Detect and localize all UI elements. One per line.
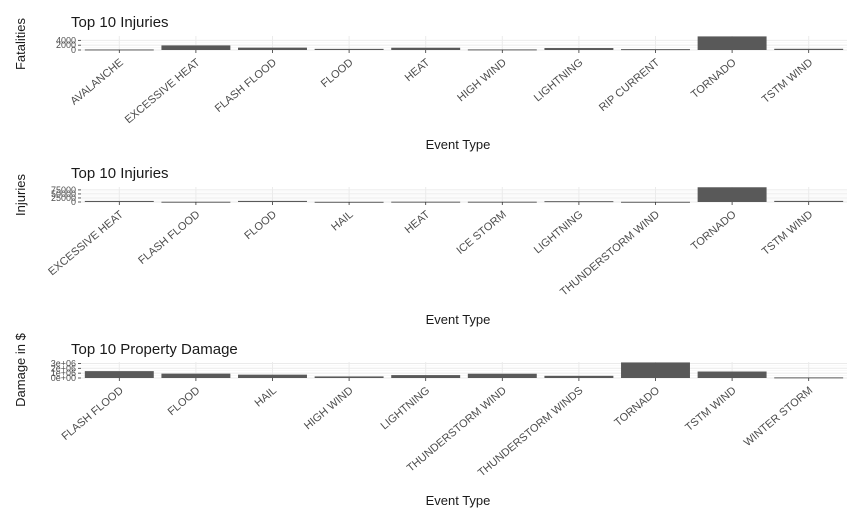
bar-flash-flood bbox=[238, 47, 307, 50]
bar-heat bbox=[391, 47, 461, 50]
x-tick-label: FLOOD bbox=[319, 57, 356, 91]
bar-hail bbox=[238, 374, 307, 378]
x-tick-label: LIGHTNING bbox=[532, 57, 586, 105]
panel-injuries: Top 10 Injuries Injuries Event Type 0250… bbox=[13, 165, 847, 327]
bar-tstm-wind bbox=[697, 371, 767, 378]
bar-flood bbox=[161, 373, 231, 378]
bar-rip-current bbox=[621, 49, 690, 51]
bar-tornado bbox=[621, 362, 690, 378]
x-tick-label: RIP CURRENT bbox=[597, 56, 662, 114]
bar-thunderstorm-winds bbox=[544, 375, 614, 378]
y-tick-label: 0e+00 bbox=[51, 373, 76, 383]
x-tick-label: TORNADO bbox=[689, 56, 739, 101]
x-tick-label: HAIL bbox=[253, 385, 279, 410]
y-tick-label: 0 bbox=[71, 45, 76, 55]
x-tick-label: TSTM WIND bbox=[760, 209, 815, 258]
x-tick-label: TSTM WIND bbox=[683, 385, 738, 434]
x-tick-label: FLASH FLOOD bbox=[213, 57, 279, 115]
x-tick-label: FLOOD bbox=[166, 385, 203, 419]
y-tick-label: 0 bbox=[71, 197, 76, 207]
bar-winter-storm bbox=[774, 377, 844, 379]
y-tick-label: 75000 bbox=[51, 185, 76, 195]
x-tick-label: ICE STORM bbox=[454, 209, 508, 257]
bar-high-wind bbox=[467, 49, 537, 51]
x-tick-label: AVALANCHE bbox=[68, 57, 126, 108]
panel-2-x-axis-title: Event Type bbox=[426, 312, 491, 327]
bar-excessive-heat bbox=[161, 45, 231, 50]
bar-avalanche bbox=[84, 49, 154, 51]
panel-1-y-axis-title: Fatalities bbox=[13, 17, 28, 70]
panel-2-title: Top 10 Injuries bbox=[71, 165, 169, 182]
bar-flood bbox=[238, 200, 307, 202]
panel-1-title: Top 10 Injuries bbox=[71, 14, 169, 31]
bar-lightning bbox=[544, 201, 614, 203]
x-tick-label: FLASH FLOOD bbox=[60, 385, 126, 443]
panel-3-y-axis-title: Damage in $ bbox=[13, 332, 28, 406]
bar-thunderstorm-wind bbox=[467, 373, 537, 378]
x-tick-label: HIGH WIND bbox=[455, 57, 509, 105]
bar-lightning bbox=[391, 375, 461, 378]
bar-excessive-heat bbox=[84, 200, 154, 202]
y-tick-label: 2e+06 bbox=[51, 363, 76, 373]
x-tick-label: TORNADO bbox=[689, 208, 739, 253]
x-tick-label: HEAT bbox=[403, 208, 433, 236]
x-tick-label: HIGH WIND bbox=[302, 385, 356, 433]
x-tick-label: WINTER STORM bbox=[742, 385, 816, 449]
panel-2-y-axis-title: Injuries bbox=[13, 174, 28, 216]
panel-3-title: Top 10 Property Damage bbox=[71, 341, 238, 358]
x-tick-label: EXCESSIVE HEAT bbox=[46, 208, 126, 278]
bar-tstm-wind bbox=[774, 48, 844, 50]
bar-flash-flood bbox=[84, 371, 154, 378]
bar-lightning bbox=[544, 48, 614, 50]
y-tick-label: 25000 bbox=[51, 193, 76, 203]
panel-1-x-axis-title: Event Type bbox=[426, 137, 491, 152]
panel-3-x-axis-title: Event Type bbox=[426, 493, 491, 508]
bar-tornado bbox=[697, 187, 767, 202]
x-tick-label: EXCESSIVE HEAT bbox=[123, 56, 203, 126]
y-tick-label: 4000 bbox=[56, 35, 76, 45]
y-tick-label: 3e+06 bbox=[51, 358, 76, 368]
x-tick-label: HAIL bbox=[329, 209, 355, 234]
x-tick-label: FLOOD bbox=[242, 209, 279, 243]
y-tick-label: 2000 bbox=[56, 40, 76, 50]
y-tick-label: 50000 bbox=[51, 189, 76, 199]
x-tick-label: FLASH FLOOD bbox=[136, 209, 202, 267]
x-tick-label: LIGHTNING bbox=[532, 209, 586, 257]
bar-flood bbox=[314, 48, 384, 50]
y-tick-label: 1e+06 bbox=[51, 368, 76, 378]
x-tick-label: TORNADO bbox=[612, 384, 662, 429]
panel-fatalities: Top 10 Injuries Fatalities Event Type 02… bbox=[13, 14, 847, 152]
bar-tstm-wind bbox=[774, 200, 844, 202]
panel-property-damage: Top 10 Property Damage Damage in $ Event… bbox=[13, 332, 847, 508]
bar-tornado bbox=[697, 36, 767, 50]
bar-high-wind bbox=[314, 376, 384, 378]
x-tick-label: TSTM WIND bbox=[760, 57, 815, 106]
x-tick-label: LIGHTNING bbox=[379, 385, 433, 433]
x-tick-label: HEAT bbox=[403, 56, 433, 84]
